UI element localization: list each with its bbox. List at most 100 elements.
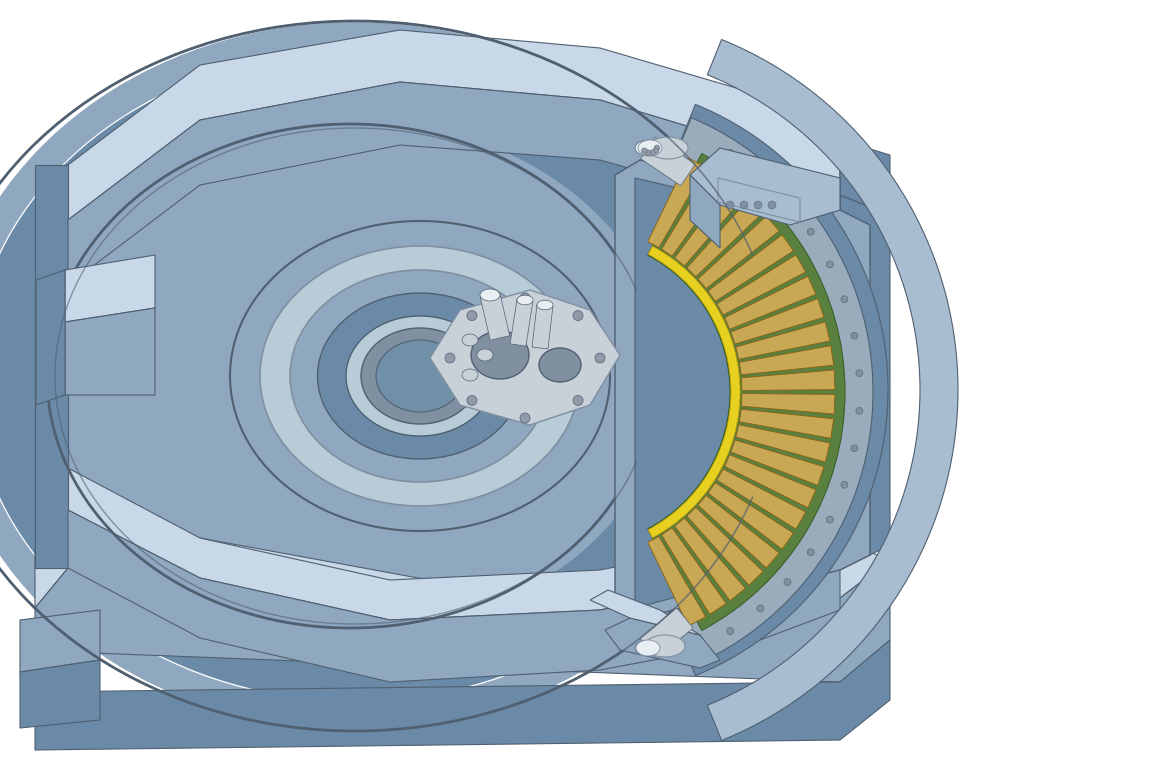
Circle shape [642, 148, 647, 154]
Polygon shape [731, 299, 824, 344]
Circle shape [784, 198, 791, 205]
Ellipse shape [636, 640, 660, 656]
Wedge shape [649, 247, 740, 538]
Polygon shape [725, 455, 816, 508]
Ellipse shape [290, 270, 550, 482]
Ellipse shape [230, 221, 610, 531]
Ellipse shape [0, 75, 717, 677]
Polygon shape [35, 165, 68, 568]
Polygon shape [725, 277, 816, 329]
Polygon shape [65, 255, 155, 322]
Circle shape [520, 293, 529, 303]
Polygon shape [605, 618, 720, 668]
Circle shape [807, 228, 814, 235]
Polygon shape [736, 424, 830, 462]
Polygon shape [661, 528, 726, 614]
Circle shape [653, 148, 659, 154]
Wedge shape [670, 104, 888, 676]
Circle shape [807, 548, 814, 555]
Polygon shape [68, 510, 840, 682]
Polygon shape [480, 293, 510, 340]
Circle shape [827, 261, 833, 268]
Polygon shape [675, 183, 746, 266]
Ellipse shape [7, 86, 703, 666]
Polygon shape [698, 496, 779, 568]
Ellipse shape [645, 635, 686, 657]
Polygon shape [532, 304, 553, 349]
Circle shape [467, 395, 477, 405]
Circle shape [727, 627, 734, 634]
Polygon shape [731, 440, 824, 486]
Polygon shape [68, 30, 840, 220]
Polygon shape [640, 137, 695, 186]
Polygon shape [698, 216, 779, 289]
Circle shape [757, 605, 764, 612]
Polygon shape [740, 345, 833, 375]
Circle shape [840, 296, 849, 303]
Polygon shape [707, 483, 793, 549]
Circle shape [855, 370, 862, 377]
Polygon shape [510, 299, 533, 346]
Ellipse shape [539, 348, 581, 382]
Circle shape [740, 201, 748, 209]
Polygon shape [590, 590, 701, 635]
Ellipse shape [260, 246, 580, 506]
Ellipse shape [376, 340, 464, 412]
Polygon shape [639, 608, 694, 658]
Circle shape [445, 353, 455, 363]
Circle shape [467, 310, 477, 321]
Circle shape [645, 150, 651, 155]
Polygon shape [20, 610, 101, 672]
Polygon shape [647, 536, 705, 626]
Circle shape [726, 201, 734, 209]
Wedge shape [675, 118, 873, 666]
Circle shape [595, 353, 605, 363]
Wedge shape [647, 154, 845, 630]
Polygon shape [736, 322, 830, 359]
Polygon shape [430, 290, 620, 425]
Polygon shape [36, 270, 65, 405]
Polygon shape [20, 660, 101, 728]
Ellipse shape [638, 140, 662, 156]
Polygon shape [687, 199, 763, 277]
Wedge shape [707, 40, 958, 741]
Polygon shape [740, 409, 833, 438]
Ellipse shape [635, 140, 661, 155]
Polygon shape [840, 140, 890, 215]
Polygon shape [741, 394, 835, 414]
Polygon shape [660, 148, 840, 260]
Polygon shape [675, 518, 746, 601]
Ellipse shape [517, 295, 533, 305]
Polygon shape [687, 507, 763, 585]
Polygon shape [840, 195, 890, 570]
Circle shape [654, 145, 660, 151]
Polygon shape [718, 178, 800, 222]
Ellipse shape [346, 316, 494, 436]
Ellipse shape [480, 289, 501, 301]
Ellipse shape [462, 334, 477, 346]
Polygon shape [65, 308, 155, 395]
Polygon shape [68, 468, 840, 620]
Circle shape [768, 201, 776, 209]
Circle shape [573, 310, 583, 321]
Polygon shape [741, 370, 835, 391]
Ellipse shape [462, 369, 477, 381]
Polygon shape [35, 560, 890, 692]
Polygon shape [68, 82, 840, 285]
Circle shape [784, 578, 791, 585]
Circle shape [855, 408, 862, 414]
Circle shape [727, 149, 734, 156]
Circle shape [851, 445, 858, 452]
Polygon shape [635, 178, 835, 608]
Ellipse shape [635, 640, 661, 656]
Polygon shape [717, 255, 806, 315]
Ellipse shape [470, 331, 529, 379]
Polygon shape [707, 234, 793, 301]
Circle shape [840, 481, 849, 488]
Ellipse shape [477, 349, 492, 361]
Ellipse shape [318, 293, 523, 459]
Circle shape [827, 516, 833, 523]
Circle shape [851, 332, 858, 339]
Circle shape [754, 201, 762, 209]
Polygon shape [690, 175, 720, 248]
